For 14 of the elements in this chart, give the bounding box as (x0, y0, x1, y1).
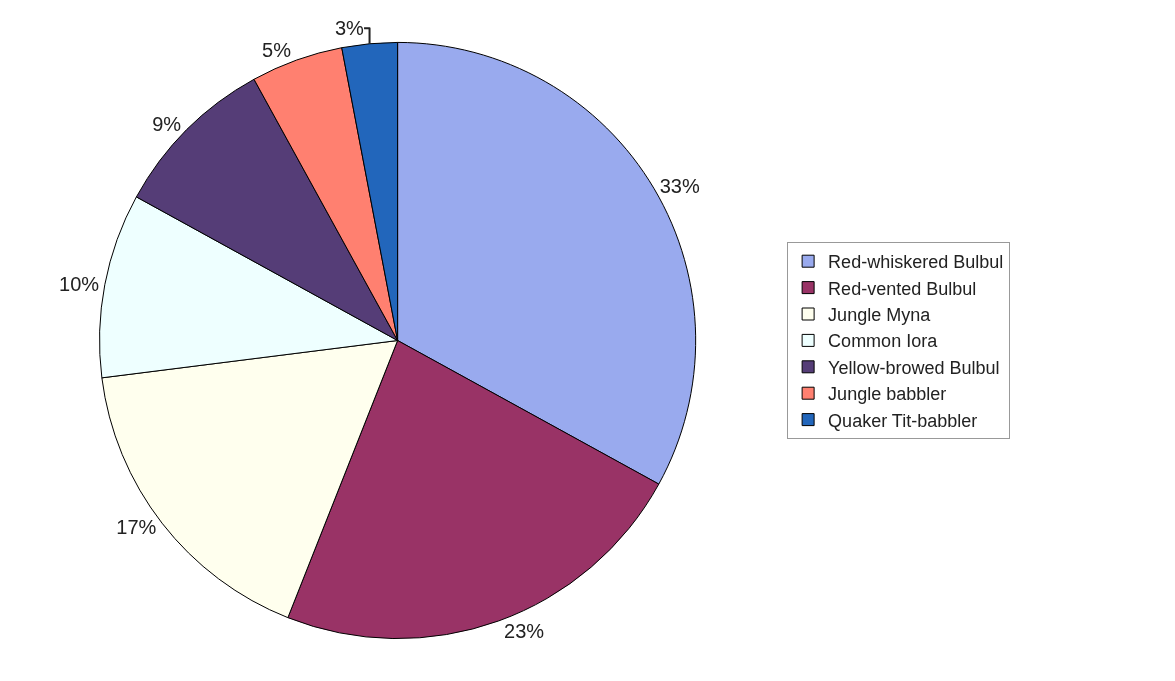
data-label: 5% (262, 39, 292, 62)
data-label: 33% (659, 174, 700, 197)
legend-label: Red-whiskered Bulbul (828, 252, 1004, 273)
data-label: 10% (59, 273, 100, 296)
data-label: 23% (504, 619, 545, 642)
legend-label: Red-vented Bulbul (828, 278, 977, 299)
data-label: 17% (116, 516, 157, 539)
legend-label: Quaker Tit-babbler (828, 410, 978, 431)
data-label: 3% (334, 17, 365, 40)
legend-label: Yellow-browed Bulbul (828, 357, 1000, 378)
legend-label: Jungle Myna (828, 305, 932, 326)
legend-label: Jungle babbler (828, 384, 947, 405)
legend-label: Common Iora (828, 331, 939, 352)
data-label: 9% (152, 113, 182, 136)
